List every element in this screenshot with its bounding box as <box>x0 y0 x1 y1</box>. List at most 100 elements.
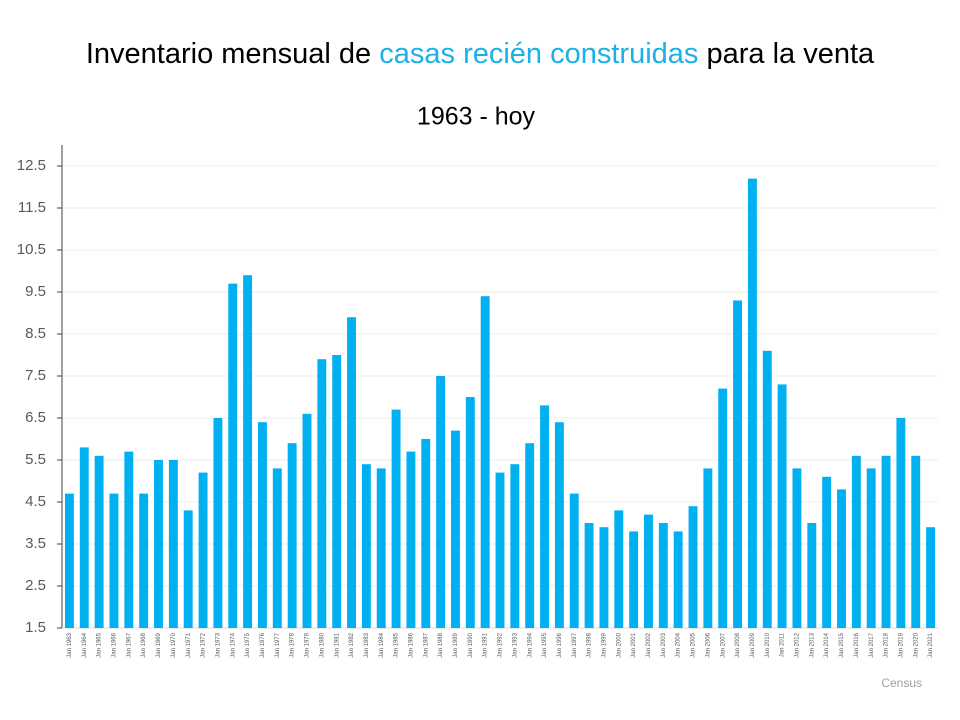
x-tick-label: Jan 1977 <box>275 632 281 657</box>
x-tick-label: Jan 1993 <box>512 632 518 657</box>
bar <box>421 439 431 628</box>
x-tick-label: Jan 1994 <box>527 632 533 657</box>
y-tick-label: 7.5 <box>25 367 46 384</box>
bar <box>154 460 163 628</box>
x-tick-label: Jan 2014 <box>824 632 830 657</box>
bar <box>168 460 178 628</box>
x-tick-label: Jan 2006 <box>705 632 711 657</box>
bar <box>332 355 342 628</box>
title-part: Inventario mensual de <box>86 38 379 70</box>
x-tick-label: Jan 1975 <box>245 632 251 657</box>
bar <box>198 472 208 628</box>
x-tick-label: Jan 2008 <box>735 632 741 657</box>
x-tick-label: Jan 1991 <box>483 632 489 657</box>
x-tick-label: Jan 2020 <box>913 632 919 657</box>
bar <box>64 493 74 628</box>
y-tick-label: 12.5 <box>17 157 46 174</box>
x-tick-label: Jan 2005 <box>691 632 697 657</box>
x-tick-label: Jan 2017 <box>869 632 875 657</box>
bar <box>569 493 579 628</box>
y-tick-label: 6.5 <box>25 409 46 426</box>
bar <box>510 464 520 628</box>
bar <box>866 468 876 628</box>
bar <box>837 489 846 628</box>
bar <box>243 275 253 628</box>
bar <box>911 455 921 628</box>
x-tick-label: Jan 2012 <box>795 632 801 657</box>
x-tick-label: Jan 1986 <box>408 632 414 657</box>
bar <box>584 523 594 628</box>
x-tick-label: Jan 1997 <box>572 632 578 657</box>
x-tick-label: Jan 2000 <box>616 632 622 657</box>
bar <box>391 409 401 628</box>
y-tick-label: 2.5 <box>25 577 46 594</box>
title-part: para la venta <box>698 38 875 70</box>
bar <box>317 359 327 628</box>
x-tick-label: Jan 1983 <box>364 632 370 657</box>
x-tick-label: Jan 1974 <box>230 632 236 657</box>
x-tick-label: Jan 1978 <box>290 632 296 657</box>
x-tick-label: Jan 2009 <box>750 632 756 657</box>
x-tick-label: Jan 2001 <box>631 632 637 657</box>
bar <box>480 296 490 628</box>
x-tick-label: Jan 1969 <box>156 632 162 657</box>
bar <box>792 468 802 628</box>
chart-title: Inventario mensual de casas recién const… <box>86 38 875 70</box>
bar <box>688 506 698 628</box>
bar <box>540 405 549 628</box>
x-tick-label: Jan 1988 <box>438 632 444 657</box>
x-tick-label: Jan 1992 <box>498 632 504 657</box>
bar <box>658 523 668 628</box>
title-part: casas recién construidas <box>379 38 698 70</box>
bar <box>228 283 238 628</box>
y-tick-label: 10.5 <box>17 241 46 258</box>
x-tick-label: Jan 1989 <box>453 632 459 657</box>
bar <box>525 443 535 628</box>
x-tick-label: Jan 1970 <box>171 632 177 657</box>
y-tick-label: 3.5 <box>25 535 46 552</box>
bar <box>926 527 936 628</box>
bar <box>451 430 460 628</box>
x-tick-label: Jan 1967 <box>126 632 132 657</box>
x-tick-label: Jan 2010 <box>765 632 771 657</box>
source: Census <box>881 676 922 690</box>
bar <box>272 468 282 628</box>
x-tick-label: Jan 1980 <box>319 632 325 657</box>
x-tick-label: Jan 1982 <box>349 632 355 657</box>
chart-subtitle: 1963 - hoy <box>417 103 536 131</box>
x-tick-label: Jan 1964 <box>82 632 88 657</box>
x-tick-label: Jan 1981 <box>334 632 340 657</box>
bar <box>213 418 223 628</box>
x-tick-label: Jan 2007 <box>720 632 726 657</box>
bar <box>629 531 639 628</box>
x-tick-label: Jan 2003 <box>661 632 667 657</box>
x-tick-label: Jan 2011 <box>780 632 786 657</box>
x-tick-label: Jan 1966 <box>112 632 118 657</box>
bar <box>139 493 149 628</box>
bar <box>599 527 609 628</box>
bar <box>124 451 134 628</box>
y-tick-label: 1.5 <box>25 619 46 636</box>
x-tick-label: Jan 2004 <box>676 632 682 657</box>
bar <box>257 422 267 628</box>
bar <box>673 531 683 628</box>
y-tick-label: 4.5 <box>25 493 46 510</box>
bar <box>747 178 757 628</box>
y-tick-label: 5.5 <box>25 451 46 468</box>
bar <box>109 493 119 628</box>
x-tick-label: Jan 1987 <box>423 632 429 657</box>
x-tick-label: Jan 1990 <box>468 632 474 657</box>
bar <box>94 455 104 628</box>
bar <box>287 443 297 628</box>
bar <box>406 451 416 628</box>
x-tick-label: Jan 1995 <box>542 632 548 657</box>
bar <box>703 468 713 628</box>
bar <box>554 422 564 628</box>
bar <box>807 523 817 628</box>
x-tick-label: Jan 1998 <box>587 632 593 657</box>
x-tick-label: Jan 1976 <box>260 632 266 657</box>
bar <box>896 418 906 628</box>
bar <box>733 300 743 628</box>
